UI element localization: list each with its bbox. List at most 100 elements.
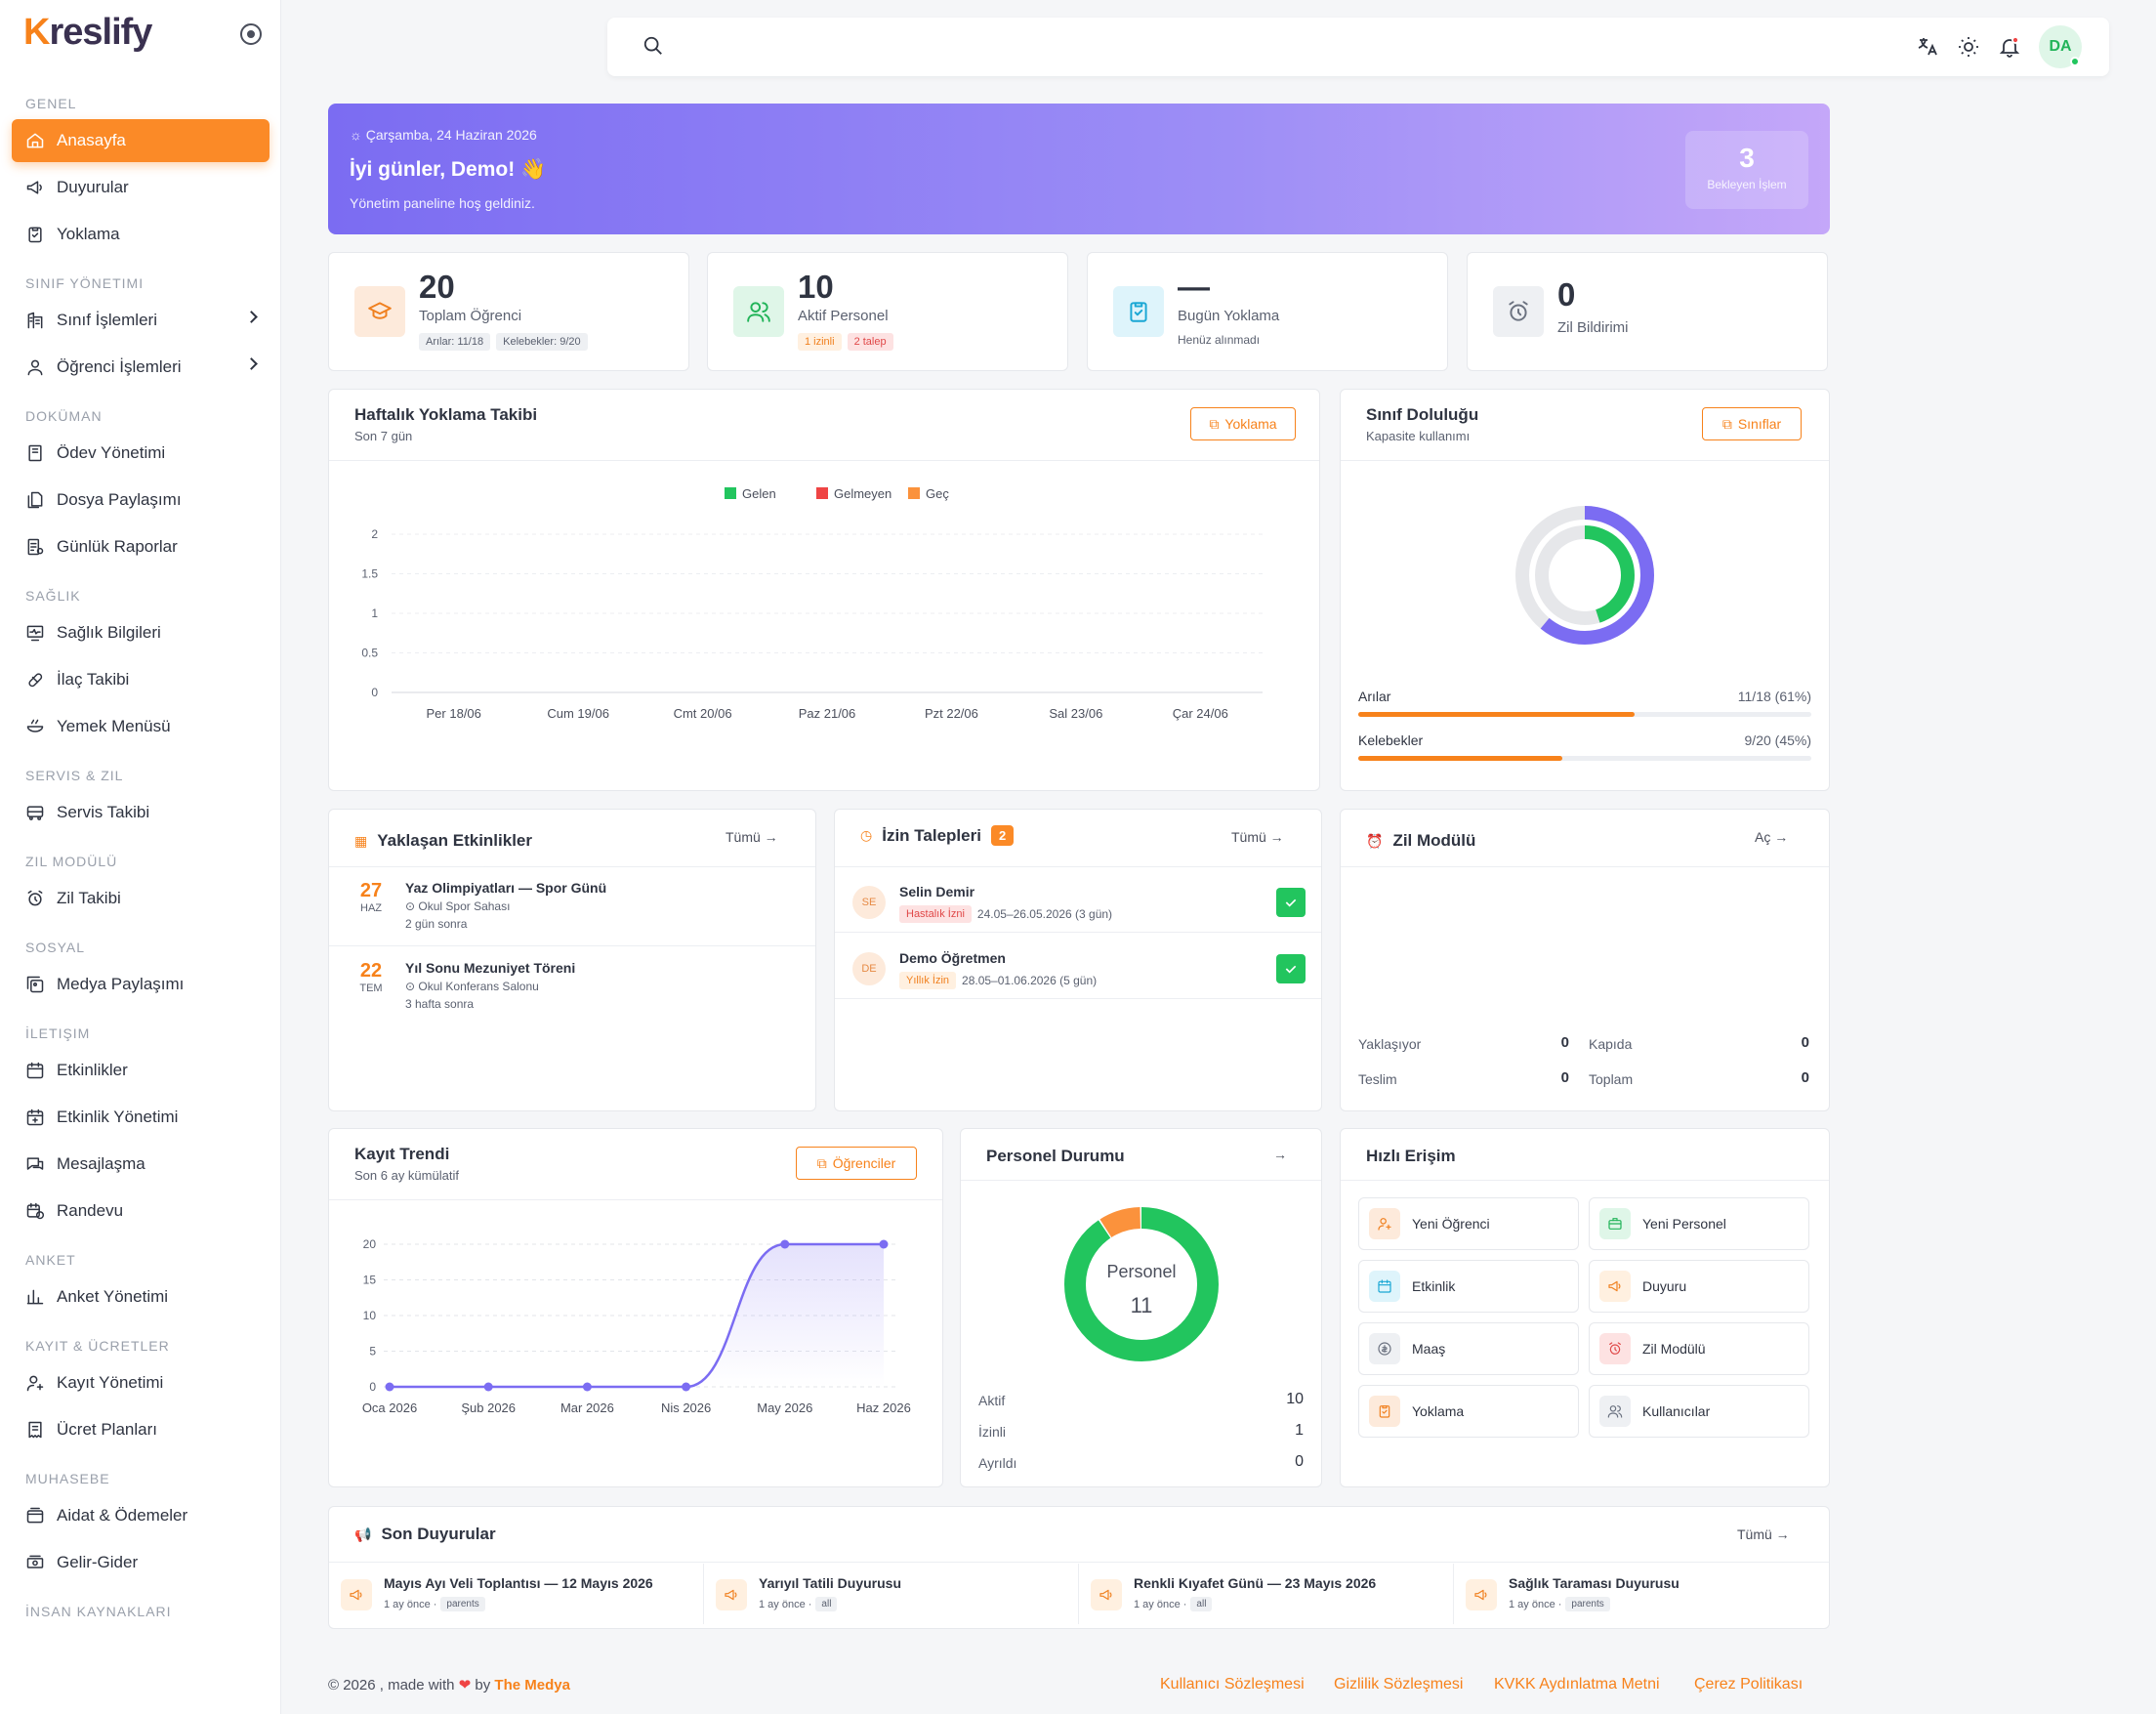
home-icon bbox=[25, 131, 45, 150]
students-button-label: Öğrenciler bbox=[832, 1155, 896, 1171]
sidebar-item[interactable]: Zil Takibi bbox=[12, 877, 270, 920]
leave-meta: Hastalık İzni 24.05–26.05.2026 (3 gün) bbox=[899, 905, 1112, 923]
sidebar-item[interactable]: Anasayfa bbox=[12, 119, 270, 162]
quick-access-button[interactable]: Yoklama bbox=[1358, 1385, 1579, 1438]
sidebar-item[interactable]: Randevu bbox=[12, 1190, 270, 1233]
sidebar-item[interactable]: Sınıf İşlemleri bbox=[12, 299, 270, 342]
users-icon bbox=[733, 286, 784, 337]
sidebar-item[interactable]: Öğrenci İşlemleri bbox=[12, 346, 270, 389]
calendar-icon bbox=[1369, 1271, 1400, 1302]
stat-card[interactable]: 0 Zil Bildirimi bbox=[1467, 252, 1828, 371]
stat-chip: Kelebekler: 9/20 bbox=[496, 333, 588, 351]
sidebar-item[interactable]: Mesajlaşma bbox=[12, 1143, 270, 1186]
attendance-panel: Haftalık Yoklama Takibi Son 7 gün ⧉ Yokla… bbox=[328, 389, 1320, 791]
avatar[interactable]: DA bbox=[2039, 25, 2082, 68]
stat-card[interactable]: 20 Toplam Öğrenci Arılar: 11/18 Kelebekler:… bbox=[328, 252, 689, 371]
staff-link[interactable]: → bbox=[1273, 1147, 1287, 1162]
logo[interactable]: Kreslify bbox=[23, 12, 152, 53]
footer-link[interactable]: Kullanıcı Sözleşmesi bbox=[1160, 1676, 1305, 1693]
sidebar-item[interactable]: İlaç Takibi bbox=[12, 658, 270, 701]
footer-link[interactable]: Gizlilik Sözleşmesi bbox=[1334, 1676, 1464, 1693]
legend-label: Geç bbox=[926, 486, 949, 501]
classes-button[interactable]: ⧉ Sınıflar bbox=[1702, 407, 1802, 440]
sidebar-item[interactable]: Kayıt Yönetimi bbox=[12, 1361, 270, 1404]
bus-icon bbox=[25, 803, 45, 822]
sidebar-collapse-toggle[interactable] bbox=[240, 23, 262, 45]
quick-access-button[interactable]: Yeni Öğrenci bbox=[1358, 1197, 1579, 1250]
students-button[interactable]: ⧉ Öğrenciler bbox=[796, 1147, 917, 1180]
y-tick-label: 1 bbox=[371, 606, 378, 620]
quick-access-button[interactable]: Yeni Personel bbox=[1589, 1197, 1809, 1250]
sun-icon[interactable] bbox=[1957, 35, 1980, 59]
quick-access-button[interactable]: Kullanıcılar bbox=[1589, 1385, 1809, 1438]
search-icon[interactable] bbox=[643, 35, 664, 57]
stat-card[interactable]: 10 Aktif Personel 1 izinli 2 talep bbox=[707, 252, 1068, 371]
sidebar-item[interactable]: Medya Paylaşımı bbox=[12, 963, 270, 1006]
x-tick-label: Çar 24/06 bbox=[1173, 706, 1228, 721]
legend-item[interactable]: Geç bbox=[908, 486, 949, 501]
pending-tasks-badge[interactable]: 3 Bekleyen İşlem bbox=[1685, 131, 1808, 209]
announcement-meta: 1 ay önce · all bbox=[1134, 1597, 1213, 1611]
announcement-item[interactable]: Yarıyıl Tatili Duyurusu 1 ay önce · all bbox=[704, 1564, 1079, 1624]
staff-row-label: Ayrıldı bbox=[978, 1455, 1017, 1471]
sidebar-item[interactable]: Gelir-Gider bbox=[12, 1541, 270, 1584]
approve-button[interactable] bbox=[1276, 954, 1306, 983]
sidebar-item[interactable]: Etkinlikler bbox=[12, 1049, 270, 1092]
sidebar-item[interactable]: Duyurular bbox=[12, 166, 270, 209]
quick-access-button[interactable]: Zil Modülü bbox=[1589, 1322, 1809, 1375]
sidebar-item[interactable]: Ödev Yönetimi bbox=[12, 432, 270, 475]
clipboard-check-icon bbox=[1113, 286, 1164, 337]
sidebar-item[interactable]: Günlük Raporlar bbox=[12, 525, 270, 568]
footer-link[interactable]: Çerez Politikası bbox=[1694, 1676, 1804, 1693]
x-tick-label: Şub 2026 bbox=[461, 1400, 516, 1415]
announcements-all-link[interactable]: Tümü → bbox=[1737, 1526, 1790, 1542]
legend-item[interactable]: Gelmeyen bbox=[816, 486, 891, 501]
sidebar-section-title: SERVIS & ZIL bbox=[25, 768, 124, 783]
quick-access-label: Maaş bbox=[1412, 1341, 1446, 1357]
megaphone-icon bbox=[1466, 1579, 1497, 1610]
footer-link[interactable]: KVKK Aydınlatma Metni bbox=[1494, 1676, 1660, 1693]
clock-icon: ◷ bbox=[860, 827, 873, 843]
sidebar-item-label: Randevu bbox=[57, 1201, 124, 1220]
donut-center-value: 11 bbox=[1131, 1293, 1153, 1317]
x-tick-label: May 2026 bbox=[757, 1400, 812, 1415]
sidebar-item[interactable]: Dosya Paylaşımı bbox=[12, 479, 270, 522]
sidebar-item-label: Yemek Menüsü bbox=[57, 717, 171, 735]
quick-access-button[interactable]: Maaş bbox=[1358, 1322, 1579, 1375]
quick-access-button[interactable]: Etkinlik bbox=[1358, 1260, 1579, 1313]
event-item[interactable]: 22 TEM Yıl Sonu Mezuniyet Töreni ⊙ Okul Kon… bbox=[329, 946, 815, 1026]
message-icon bbox=[25, 1154, 45, 1174]
sidebar-item[interactable]: Sağlık Bilgileri bbox=[12, 611, 270, 654]
sidebar-item[interactable]: Ücret Planları bbox=[12, 1408, 270, 1451]
sidebar-item[interactable]: Yoklama bbox=[12, 213, 270, 256]
event-day: 22 bbox=[359, 960, 383, 982]
stat-card[interactable]: — Bugün Yoklama Henüz alınmadı bbox=[1087, 252, 1448, 371]
megaphone-icon bbox=[716, 1579, 747, 1610]
quick-access-button[interactable]: Duyuru bbox=[1589, 1260, 1809, 1313]
announcement-item[interactable]: Mayıs Ayı Veli Toplantısı — 12 Mayıs 202… bbox=[329, 1564, 704, 1624]
bell-module-open-link[interactable]: Aç → bbox=[1755, 829, 1789, 845]
leave-all-link[interactable]: Tümü → bbox=[1231, 829, 1284, 845]
sidebar-item[interactable]: Servis Takibi bbox=[12, 791, 270, 834]
sidebar-item[interactable]: Etkinlik Yönetimi bbox=[12, 1096, 270, 1139]
translate-icon[interactable] bbox=[1916, 35, 1939, 59]
sidebar-item[interactable]: Anket Yönetimi bbox=[12, 1275, 270, 1318]
approve-button[interactable] bbox=[1276, 888, 1306, 917]
search-input[interactable] bbox=[678, 31, 1810, 63]
attendance-subtitle: Son 7 gün bbox=[354, 429, 413, 443]
attendance-button[interactable]: ⧉ Yoklama bbox=[1190, 407, 1296, 440]
sidebar-item[interactable]: Yemek Menüsü bbox=[12, 705, 270, 748]
sidebar-section-title: KAYIT & ÜCRETLER bbox=[25, 1338, 170, 1354]
legend-item[interactable]: Gelen bbox=[725, 486, 776, 501]
announcement-item[interactable]: Sağlık Taraması Duyurusu 1 ay önce · paren… bbox=[1454, 1564, 1829, 1624]
chevron-right-icon bbox=[245, 357, 258, 370]
staff-row-value: 10 bbox=[1286, 1391, 1304, 1407]
event-item[interactable]: 27 HAZ Yaz Olimpiyatları — Spor Günü ⊙ Okul… bbox=[329, 866, 815, 946]
events-all-link[interactable]: Tümü → bbox=[726, 829, 778, 845]
announcement-item[interactable]: Renkli Kıyafet Günü — 23 Mayıs 2026 1 ay … bbox=[1079, 1564, 1454, 1624]
avatar: DE bbox=[852, 952, 886, 985]
footer-brand-link[interactable]: The Medya bbox=[494, 1677, 570, 1693]
book-icon bbox=[25, 443, 45, 463]
bell-icon[interactable] bbox=[1998, 35, 2021, 59]
sidebar-item[interactable]: Aidat & Ödemeler bbox=[12, 1494, 270, 1537]
